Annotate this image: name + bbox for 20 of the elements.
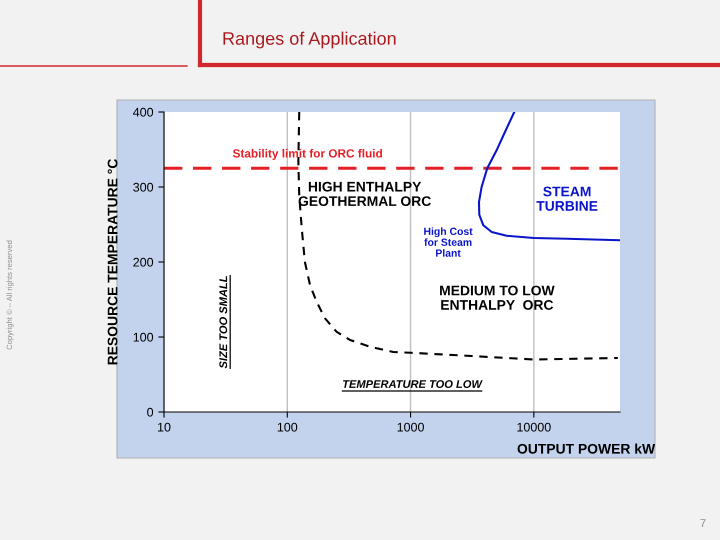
annotation: TEMPERATURE TOO LOW — [342, 380, 483, 388]
annotation: HIGH ENTHALPY GEOTHERMAL ORC — [298, 182, 431, 206]
x-tick-label: 100 — [278, 422, 298, 432]
x-tick-label: 10000 — [517, 422, 551, 432]
y-tick-label: 300 — [133, 182, 154, 192]
y-tick-label: 0 — [147, 408, 154, 417]
annotation: MEDIUM TO LOW ENTHALPY ORC — [440, 286, 555, 310]
text: 7 — [700, 519, 706, 527]
x-axis-title: OUTPUT POWER kW — [518, 444, 656, 454]
ref-line-label: Stability limit for ORC fluid — [232, 148, 382, 160]
y-tick-label: 100 — [134, 332, 154, 342]
annotation: SIZE TOO SMALL — [219, 276, 228, 368]
y-tick-label: 400 — [133, 108, 154, 117]
annotation: STEAM TURBINE — [536, 186, 598, 211]
x-tick-label: 10 — [158, 422, 170, 432]
y-axis-title: RESOURCE TEMPERATURE °C — [108, 159, 118, 364]
y-tick-label: 200 — [133, 258, 154, 267]
chart-title: Ranges of Application — [223, 32, 396, 48]
annotation: High Cost for Steam Plant — [424, 227, 473, 257]
x-tick-label: 1000 — [398, 422, 424, 432]
